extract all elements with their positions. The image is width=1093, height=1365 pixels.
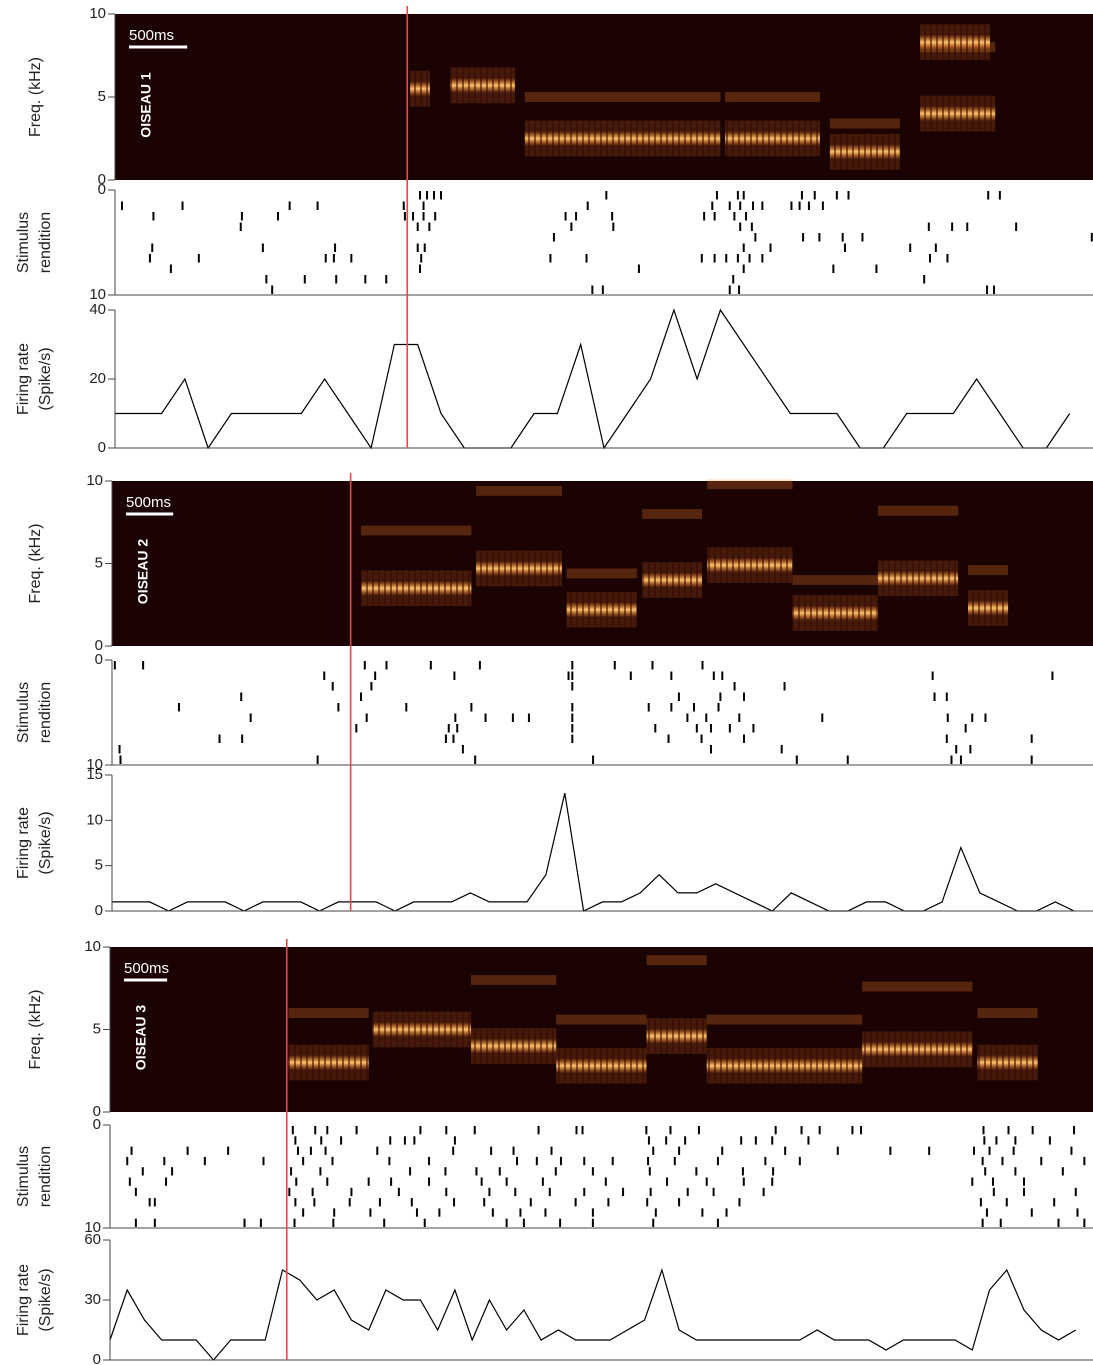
scale-bar-label: 500ms — [129, 27, 174, 44]
syllable-texture — [792, 595, 878, 631]
y-tick-label: 0 — [98, 181, 106, 198]
y-tick-label: 0 — [95, 902, 103, 919]
syllable-texture — [372, 1011, 472, 1048]
syllable-texture — [556, 1047, 647, 1084]
firing-rate-line — [109, 1268, 1077, 1361]
harmonic — [476, 485, 562, 496]
y-tick-label: 10 — [84, 938, 101, 955]
syllable-texture — [410, 70, 430, 107]
syllable-texture — [920, 95, 996, 132]
y-tick-label: 5 — [95, 554, 103, 571]
harmonic — [471, 975, 557, 985]
syllable-texture — [862, 1031, 973, 1068]
harmonic — [877, 505, 959, 516]
harmonic — [361, 525, 472, 536]
y-tick-label: 5 — [98, 88, 106, 105]
harmonic — [862, 981, 973, 992]
harmonic — [707, 479, 793, 490]
harmonic — [977, 1008, 1038, 1018]
harmonic — [829, 118, 900, 129]
bird-label: OISEAU 3 — [133, 1005, 149, 1071]
y-tick-label: 10 — [89, 5, 106, 22]
syllables — [288, 955, 1038, 1084]
scale-bar-label: 500ms — [126, 494, 171, 511]
y-axis-label: Freq. (kHz) — [27, 57, 44, 137]
syllable-texture — [877, 560, 959, 597]
y-tick-label: 15 — [86, 766, 103, 783]
harmonic — [524, 92, 721, 102]
y-tick-label: 0 — [95, 637, 103, 654]
y-tick-label: 0 — [93, 1351, 101, 1365]
y-tick-label: 0 — [98, 171, 106, 188]
harmonic — [642, 509, 703, 519]
y-axis-label: Firing rate — [15, 807, 32, 879]
y-tick-label: 10 — [86, 756, 103, 773]
firing-rate-line — [115, 308, 1071, 450]
y-tick-label: 0 — [95, 651, 103, 668]
firing-rate-line — [112, 792, 1075, 912]
y-tick-label: 10 — [86, 811, 103, 828]
syllable-texture — [725, 120, 820, 157]
y-tick-label: 0 — [93, 1116, 101, 1133]
syllable-texture — [642, 562, 703, 598]
harmonic — [706, 1014, 863, 1025]
syllable-texture — [450, 67, 515, 104]
y-tick-label: 5 — [93, 1020, 101, 1037]
y-tick-label: 30 — [84, 1291, 101, 1308]
y-axis-label: (Spike/s) — [37, 1268, 54, 1331]
syllable-texture — [476, 550, 562, 587]
bird-label: OISEAU 2 — [135, 539, 151, 605]
harmonic — [556, 1014, 647, 1025]
y-axis-label: (Spike/s) — [37, 347, 54, 410]
syllable-texture — [646, 1018, 707, 1054]
scale-bar-label: 500ms — [124, 960, 169, 977]
syllable-texture — [829, 133, 900, 170]
syllable-texture — [524, 120, 721, 157]
y-tick-label: 5 — [95, 857, 103, 874]
y-axis-label: Stimulus — [15, 1146, 32, 1207]
syllable-texture — [968, 590, 1009, 626]
syllable-texture — [288, 1044, 369, 1081]
spectrogram-background — [110, 947, 1093, 1112]
y-axis-label: Freq. (kHz) — [27, 990, 44, 1070]
harmonic — [725, 92, 820, 102]
syllable-texture — [361, 570, 472, 607]
harmonic — [288, 1008, 369, 1018]
y-axis-label: Firing rate — [15, 343, 32, 415]
syllables — [410, 24, 996, 170]
y-tick-label: 10 — [89, 286, 106, 303]
y-axis-label: (Spike/s) — [37, 811, 54, 874]
y-tick-label: 40 — [89, 301, 106, 318]
y-tick-label: 0 — [93, 1103, 101, 1120]
syllable-texture — [707, 547, 793, 583]
harmonic — [646, 955, 707, 966]
y-axis-label: Stimulus — [15, 682, 32, 743]
y-axis-label: rendition — [37, 212, 54, 273]
y-tick-label: 0 — [98, 439, 106, 456]
syllable-texture — [977, 1044, 1038, 1081]
y-tick-label: 10 — [84, 1219, 101, 1236]
y-tick-label: 20 — [89, 370, 106, 387]
y-axis-label: Stimulus — [15, 212, 32, 273]
harmonic — [792, 575, 878, 585]
syllable-texture — [471, 1028, 557, 1064]
syllables — [361, 479, 1009, 631]
y-tick-label: 10 — [86, 472, 103, 489]
harmonic — [566, 568, 637, 579]
harmonic — [968, 565, 1009, 576]
syllable-texture — [566, 591, 637, 628]
bird-label: OISEAU 1 — [138, 72, 154, 138]
y-axis-label: Freq. (kHz) — [27, 524, 44, 604]
syllable-texture — [706, 1047, 863, 1084]
y-axis-label: rendition — [37, 682, 54, 743]
y-axis-label: rendition — [37, 1146, 54, 1207]
syllable-texture — [920, 24, 990, 61]
y-axis-label: Firing rate — [15, 1264, 32, 1336]
y-tick-label: 60 — [84, 1231, 101, 1248]
